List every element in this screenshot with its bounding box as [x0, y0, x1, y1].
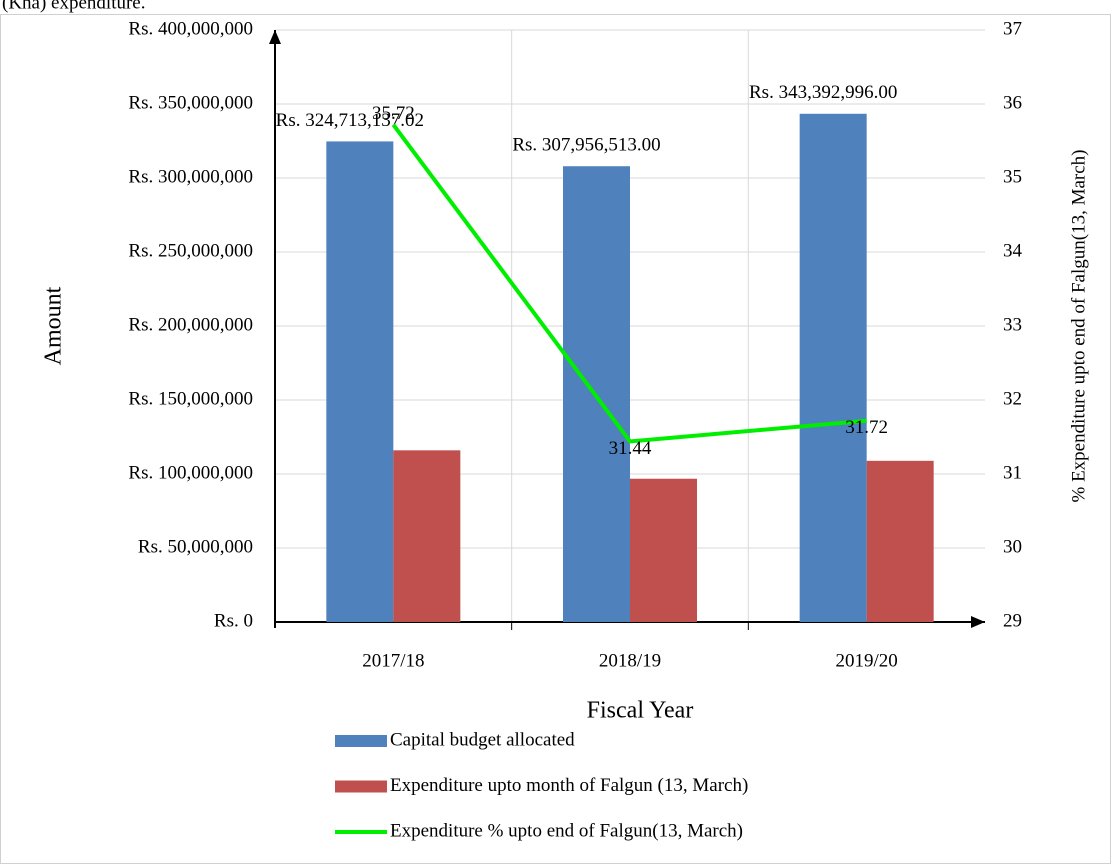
y2-tick-label: 36 — [1003, 92, 1022, 113]
bar — [799, 113, 867, 622]
y-axis-arrow — [269, 30, 281, 44]
legend-label: Expenditure % upto end of Falgun(13, Mar… — [390, 820, 743, 841]
y2-tick-label: 32 — [1003, 388, 1022, 409]
y-tick-label: Rs. 200,000,000 — [128, 314, 253, 335]
y2-tick-label: 34 — [1003, 240, 1023, 261]
legend-label: Expenditure upto month of Falgun (13, Ma… — [390, 775, 748, 796]
y-tick-label: Rs. 350,000,000 — [128, 92, 253, 113]
y-tick-label: Rs. 50,000,000 — [138, 536, 253, 557]
y-tick-label: Rs. 0 — [214, 610, 253, 631]
data-label: Rs. 343,392,996.00 — [749, 82, 897, 103]
y-tick-label: Rs. 250,000,000 — [128, 240, 253, 261]
y2-tick-label: 37 — [1003, 18, 1022, 39]
x-tick-label: 2019/20 — [836, 650, 898, 671]
x-axis-title: Fiscal Year — [587, 698, 694, 724]
legend-swatch — [335, 780, 387, 793]
y-tick-label: Rs. 400,000,000 — [128, 18, 253, 39]
y2-tick-label: 30 — [1003, 536, 1022, 557]
data-label: Rs. 324,713,137.02 — [276, 110, 424, 131]
y2-tick-label: 33 — [1003, 314, 1022, 335]
data-label: Rs. 307,956,513.00 — [512, 135, 660, 156]
y-tick-label: Rs. 100,000,000 — [128, 462, 253, 483]
chart-frame — [0, 14, 1111, 864]
data-label: 35.72 — [372, 103, 415, 124]
y2-tick-label: 31 — [1003, 462, 1022, 483]
bar — [326, 141, 394, 622]
y2-tick-label: 29 — [1003, 610, 1022, 631]
data-label: 31.44 — [609, 438, 652, 459]
bar — [393, 450, 461, 622]
data-label: 31.72 — [845, 417, 888, 438]
y-axis-title: Amount — [41, 286, 67, 365]
y2-tick-label: 35 — [1003, 166, 1022, 187]
bar — [630, 478, 697, 622]
caption: (Kha) expenditure. — [2, 0, 146, 13]
x-tick-label: 2017/18 — [362, 650, 424, 671]
y2-axis-title: % Expenditure upto end of Falgun(13, Mar… — [1068, 150, 1089, 503]
line — [391, 123, 867, 444]
x-tick-label: 2018/19 — [599, 650, 661, 671]
legend-swatch — [335, 735, 387, 747]
y-tick-label: Rs. 150,000,000 — [128, 388, 253, 409]
y-tick-label: Rs. 300,000,000 — [128, 166, 253, 187]
bar — [866, 460, 934, 622]
x-axis-arrow — [971, 616, 985, 628]
legend-label: Capital budget allocated — [390, 729, 575, 750]
